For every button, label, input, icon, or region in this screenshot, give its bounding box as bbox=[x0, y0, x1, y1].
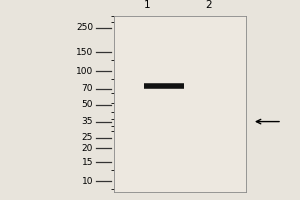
Text: 20: 20 bbox=[82, 144, 93, 153]
Text: 1: 1 bbox=[144, 0, 150, 10]
Text: 70: 70 bbox=[82, 84, 93, 93]
Text: 150: 150 bbox=[76, 48, 93, 57]
Text: 25: 25 bbox=[82, 133, 93, 142]
Text: 10: 10 bbox=[82, 177, 93, 186]
Text: 15: 15 bbox=[82, 158, 93, 167]
Text: 2: 2 bbox=[206, 0, 212, 10]
Text: 250: 250 bbox=[76, 23, 93, 32]
Text: 100: 100 bbox=[76, 67, 93, 76]
Text: 50: 50 bbox=[82, 100, 93, 109]
Text: 35: 35 bbox=[82, 117, 93, 126]
